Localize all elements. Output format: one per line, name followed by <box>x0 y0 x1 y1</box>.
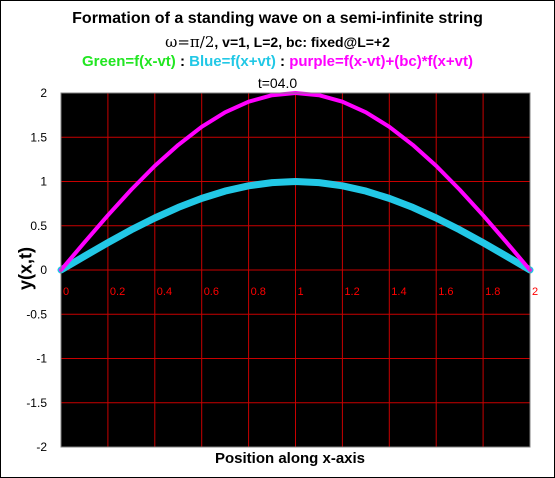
series-line-blue <box>57 178 534 274</box>
plot-border <box>60 92 531 448</box>
y-tick-label: 1.5 <box>30 130 47 144</box>
legend-entry-4: purple=f(x-vt)+(bc)*f(x+vt) <box>289 53 473 70</box>
x-tick-label: 0.4 <box>157 286 172 298</box>
y-tick-label: -1 <box>36 352 47 366</box>
time-label: t=04.0 <box>257 75 298 91</box>
legend-separator: : <box>275 53 290 70</box>
legend-entry-2: Blue=f(x+vt) <box>189 53 276 70</box>
y-tick-label: 0 <box>40 263 47 277</box>
x-tick-label: 0.6 <box>204 286 219 298</box>
legend: Green=f(x-vt) : Blue=f(x+vt) : purple=f(… <box>0 53 555 70</box>
parameters-text: , v=1, L=2, bc: fixed@L=+2 <box>214 34 390 50</box>
y-tick-label: 1 <box>40 175 47 189</box>
chart-subtitle: ω=π/2, v=1, L=2, bc: fixed@L=+2 <box>0 33 555 51</box>
x-tick-label: 1 <box>298 286 304 298</box>
x-tick-label: 1.8 <box>485 286 500 298</box>
x-axis-label: Position along x-axis <box>214 450 366 467</box>
x-tick-label: 0.2 <box>110 286 125 298</box>
y-tick-label: -2 <box>36 440 47 454</box>
x-tick-label: 0 <box>63 286 69 298</box>
y-tick-label: 0.5 <box>30 219 47 233</box>
y-tick-label: -0.5 <box>26 307 47 321</box>
x-tick-label: 0.8 <box>251 286 266 298</box>
y-tick-label: -1.5 <box>26 396 47 410</box>
x-tick-label: 1.6 <box>438 286 453 298</box>
legend-entry-0: Green=f(x-vt) <box>82 53 176 70</box>
x-tick-label: 2 <box>532 286 538 298</box>
omega-expression: ω=π/2 <box>165 33 215 51</box>
y-axis-label: y(x,t) <box>15 246 36 290</box>
chart-title: Formation of a standing wave on a semi-i… <box>72 10 483 27</box>
x-tick-label: 1.4 <box>391 286 406 298</box>
x-tick-label: 1.2 <box>344 286 359 298</box>
y-tick-label: 2 <box>40 86 47 100</box>
legend-separator: : <box>175 53 190 70</box>
